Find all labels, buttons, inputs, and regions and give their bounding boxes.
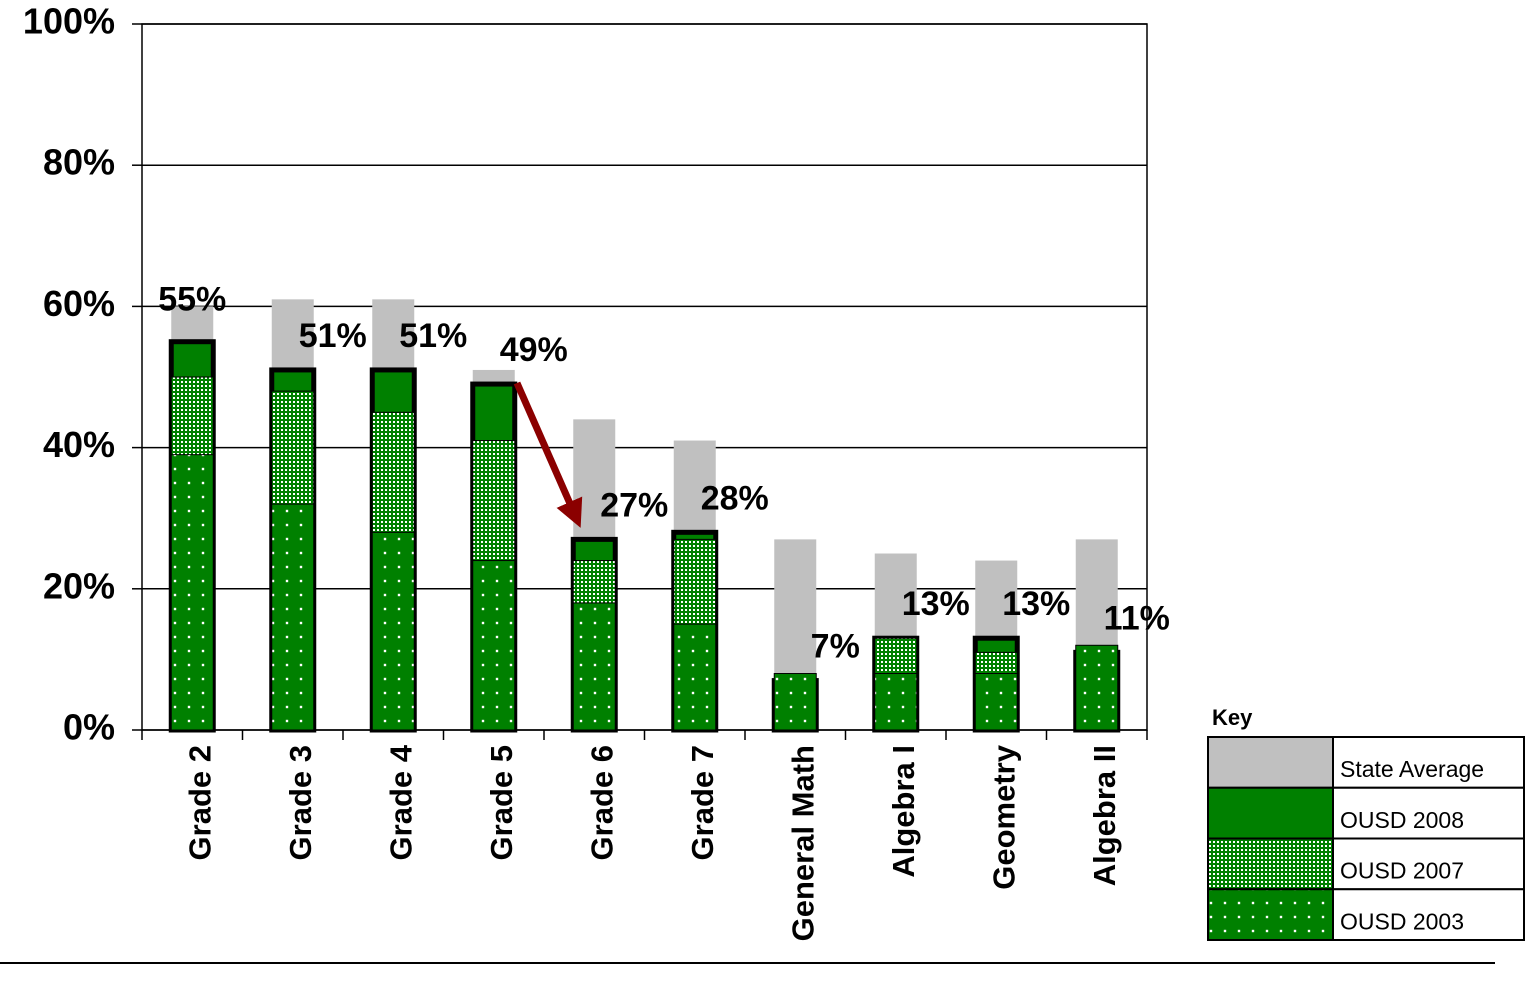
legend-swatch bbox=[1207, 786, 1334, 840]
x-tick-label: Algebra II bbox=[1087, 745, 1122, 886]
legend-swatch bbox=[1207, 736, 1334, 789]
x-tick-label: General Math bbox=[785, 745, 820, 941]
x-tick-label: Algebra I bbox=[886, 745, 921, 878]
bar bbox=[773, 673, 817, 731]
data-label: 11% bbox=[1104, 599, 1170, 637]
legend-label: OUSD 2008 bbox=[1340, 807, 1464, 833]
data-label: 49% bbox=[500, 331, 568, 369]
bar bbox=[874, 673, 918, 731]
x-tick-label: Grade 5 bbox=[484, 745, 519, 860]
data-label: 51% bbox=[399, 317, 467, 355]
x-tick-label: Grade 3 bbox=[283, 745, 318, 860]
data-label: 27% bbox=[600, 486, 668, 524]
legend-cell bbox=[1332, 888, 1525, 941]
legend-cell bbox=[1332, 837, 1525, 891]
x-tick-label: Grade 2 bbox=[182, 745, 217, 860]
legend-label: OUSD 2007 bbox=[1340, 858, 1464, 884]
legend-title: Key bbox=[1212, 705, 1253, 730]
y-tick-label: 40% bbox=[43, 424, 115, 465]
legend-swatch bbox=[1207, 837, 1334, 891]
legend-cell bbox=[1332, 736, 1525, 789]
y-tick-label: 100% bbox=[23, 1, 115, 42]
bar bbox=[1075, 644, 1119, 731]
data-label: 51% bbox=[299, 317, 367, 355]
data-label: 55% bbox=[158, 281, 226, 319]
bar bbox=[572, 602, 616, 731]
x-tick-label: Grade 7 bbox=[685, 745, 720, 860]
bar bbox=[371, 531, 415, 731]
legend-label: OUSD 2003 bbox=[1340, 908, 1464, 934]
bar bbox=[472, 560, 516, 731]
y-tick-label: 0% bbox=[63, 707, 115, 748]
data-label: 28% bbox=[701, 479, 769, 517]
bar bbox=[974, 673, 1018, 731]
legend-swatch bbox=[1207, 888, 1334, 941]
y-tick-label: 20% bbox=[43, 565, 115, 606]
x-tick-label: Grade 4 bbox=[383, 744, 418, 860]
data-label: 13% bbox=[1002, 585, 1070, 623]
x-tick-label: Grade 6 bbox=[584, 745, 619, 860]
x-tick-label: Geometry bbox=[986, 744, 1021, 889]
bar bbox=[170, 454, 214, 731]
data-label: 13% bbox=[902, 585, 970, 623]
bar bbox=[271, 503, 315, 731]
legend-label: State Average bbox=[1340, 756, 1484, 782]
bar bbox=[673, 623, 717, 731]
y-tick-label: 60% bbox=[43, 283, 115, 324]
arrow bbox=[513, 381, 583, 528]
data-label: 7% bbox=[811, 628, 860, 666]
y-tick-label: 80% bbox=[43, 142, 115, 183]
